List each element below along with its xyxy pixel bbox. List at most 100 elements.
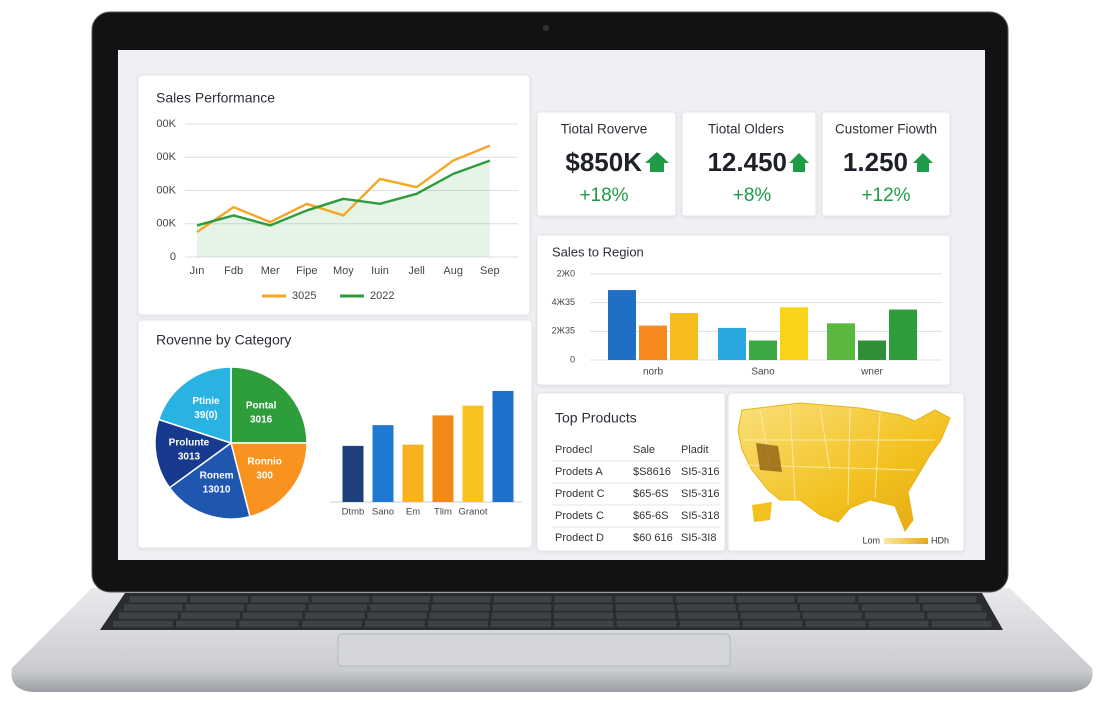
key — [616, 620, 677, 628]
table-cell: Prodets C — [555, 510, 604, 522]
line — [196, 159, 491, 227]
up-arrow — [913, 153, 933, 172]
key — [805, 620, 866, 628]
key — [797, 596, 856, 603]
table-cell: SI5-316 — [681, 488, 720, 500]
slice-code: 300 — [256, 471, 273, 482]
table-cell: Prodect D — [555, 532, 604, 544]
table-cell: $S8616 — [633, 466, 671, 478]
kpi-title: Tiotal Roverve — [561, 122, 648, 137]
key — [675, 596, 734, 603]
pie-slice — [168, 441, 251, 520]
key — [431, 604, 490, 611]
key — [554, 612, 614, 619]
panel-title: Sales Performance — [156, 90, 275, 106]
key — [427, 620, 488, 628]
key — [129, 596, 188, 603]
bar — [462, 405, 484, 502]
key — [185, 604, 244, 611]
slice-code: 13010 — [203, 485, 231, 496]
kpi-value: 1.250 — [843, 147, 908, 177]
table-cell: $65-6S — [633, 510, 668, 522]
y-tick-label: 00K — [156, 151, 176, 163]
key — [242, 612, 303, 619]
pie-slice — [157, 366, 232, 445]
key — [738, 604, 798, 611]
x-tick-label: norb — [643, 367, 663, 378]
up-arrow — [645, 152, 669, 172]
kpi-value: 12.450 — [707, 147, 787, 177]
table-header: Pladit — [681, 444, 709, 456]
panel-title: Rovenne by Category — [156, 332, 291, 348]
kpi-change: +18% — [579, 185, 628, 206]
key — [369, 604, 429, 611]
key — [429, 612, 489, 619]
bar — [780, 307, 808, 360]
map-legend-low: Lom — [862, 535, 880, 545]
key — [118, 612, 178, 619]
slice-label: Ronnio — [247, 457, 281, 468]
key — [679, 620, 740, 628]
table-header: Sale — [633, 444, 655, 456]
keys — [113, 596, 992, 628]
key — [616, 612, 676, 619]
kpi-change: +8% — [733, 185, 772, 206]
x-tick-label: wner — [860, 367, 883, 378]
bar — [492, 390, 514, 502]
table-cell: Prodets A — [555, 466, 603, 478]
key — [367, 612, 427, 619]
bar — [718, 327, 746, 360]
bar — [639, 325, 667, 360]
y-tick-label: 00K — [156, 118, 176, 130]
key — [238, 620, 299, 628]
legend-label: 2022 — [370, 290, 394, 302]
table-cell: $65-6S — [633, 488, 668, 500]
key — [364, 620, 425, 628]
key — [740, 612, 800, 619]
key — [308, 604, 367, 611]
key — [927, 612, 987, 619]
map-borders — [742, 404, 935, 506]
table-cell: SI5-318 — [681, 510, 720, 522]
panel-sales-performance — [137, 74, 531, 316]
key — [433, 596, 491, 603]
kpi-title: Tiotal Olders — [708, 122, 784, 137]
bar — [372, 425, 394, 502]
x-tick-label: Sano — [751, 367, 775, 378]
key — [250, 596, 309, 603]
kpi-card — [681, 111, 817, 217]
kpi-card — [536, 111, 677, 217]
key — [736, 596, 795, 603]
panel-top-products — [536, 392, 726, 552]
key — [865, 612, 925, 619]
touchpad — [337, 633, 731, 667]
key — [493, 596, 552, 603]
bar — [670, 312, 698, 360]
y-tick-label: 2Ж0 — [557, 268, 575, 278]
kpi-title: Customer Fiowth — [835, 122, 937, 137]
bar — [827, 323, 855, 360]
key — [615, 604, 675, 611]
panel-title: Sales to Region — [552, 244, 644, 259]
pie-slice — [230, 442, 308, 518]
key — [861, 604, 921, 611]
bar — [608, 290, 636, 360]
key — [190, 596, 248, 603]
bar — [749, 340, 777, 360]
key — [492, 604, 552, 611]
key — [678, 612, 738, 619]
up-arrow — [789, 153, 809, 172]
x-tick-label: Fipe — [296, 265, 317, 277]
map-region — [756, 443, 782, 472]
bar — [858, 340, 886, 360]
key — [175, 620, 236, 628]
x-tick-label: Sano — [372, 507, 394, 518]
key — [677, 604, 736, 611]
x-tick-label: Jın — [190, 265, 205, 277]
key — [554, 596, 613, 603]
key — [553, 620, 614, 628]
kpi-card — [821, 111, 951, 217]
key — [490, 620, 551, 628]
key — [802, 612, 863, 619]
